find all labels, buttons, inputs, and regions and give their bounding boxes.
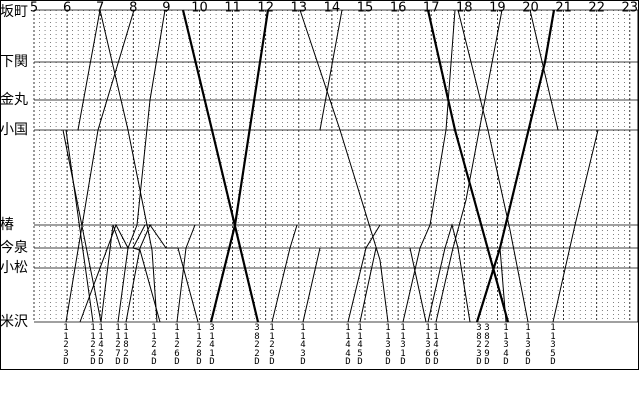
train-path (427, 223, 471, 323)
hour-label: 5 (30, 1, 38, 16)
hour-label: 13 (291, 1, 308, 16)
train-path (426, 9, 510, 323)
train-path (319, 9, 343, 131)
hour-label: 20 (522, 1, 539, 16)
hour-label: 6 (63, 1, 71, 16)
train-number: 1135D (550, 323, 556, 368)
train-path (99, 9, 158, 323)
hour-label: 8 (129, 1, 137, 16)
train-number: 3141D (209, 323, 215, 368)
train-number: 1127D (115, 323, 121, 368)
train-number: 1134D (503, 323, 509, 368)
train-path (100, 224, 152, 323)
train-number: 1182D (123, 323, 129, 368)
hour-label: 14 (324, 1, 341, 16)
hour-label: 22 (588, 1, 605, 16)
train-number: 3823D (476, 323, 482, 368)
train-number: 1143D (300, 323, 306, 368)
train-path (117, 247, 161, 323)
train-number: 1131D (400, 323, 406, 368)
train-number: 1124D (151, 323, 157, 368)
frame (0, 0, 639, 370)
hour-label: 16 (390, 1, 407, 16)
hour-label: 19 (489, 1, 506, 16)
hour-label: 11 (224, 1, 241, 16)
train-number: 1136D (525, 323, 531, 368)
train-path (457, 9, 529, 323)
train-path (299, 9, 389, 323)
hour-label: 23 (622, 1, 639, 16)
train-number: 1136D (425, 323, 431, 368)
train-path (359, 247, 377, 323)
hour-label: 10 (191, 1, 208, 16)
train-path (65, 9, 135, 323)
train-path (209, 9, 270, 323)
train-number: 1123D (63, 323, 69, 368)
train-number: 3822D (254, 323, 260, 368)
train-path (435, 9, 503, 323)
station-label: 椿 (0, 217, 14, 233)
train-path (475, 9, 556, 323)
station-label: 坂町 (0, 4, 28, 20)
train-path (79, 9, 166, 323)
train-number: 1130D (385, 323, 391, 368)
train-number: 1129D (269, 323, 275, 368)
train-path (176, 224, 196, 323)
train-number: 1144D (345, 323, 351, 368)
hour-label: 15 (357, 1, 374, 16)
hour-label: 18 (456, 1, 473, 16)
train-path (302, 247, 321, 323)
station-label: 金丸 (0, 92, 28, 108)
train-path (271, 224, 298, 323)
train-number: 1145D (357, 323, 363, 368)
train-path (347, 224, 381, 323)
train-number: 1146D (433, 323, 439, 368)
train-path (552, 129, 599, 323)
station-label: 小松 (0, 260, 28, 276)
hour-label: 21 (555, 1, 572, 16)
hour-label: 7 (96, 1, 104, 16)
train-path (181, 9, 260, 323)
train-number: 3829D (484, 323, 490, 368)
train-path (409, 247, 427, 323)
train-path (125, 223, 199, 323)
train-number: 1128D (196, 323, 202, 368)
station-label: 米沢 (0, 314, 28, 330)
train-path (65, 129, 94, 323)
station-label: 小国 (0, 122, 28, 138)
train-path (77, 9, 101, 131)
train-number: 1125D (90, 323, 96, 368)
hour-label: 12 (257, 1, 274, 16)
station-label: 今泉 (0, 239, 28, 256)
train-path (402, 9, 456, 323)
station-label: 下関 (0, 54, 28, 70)
hour-label: 17 (423, 1, 440, 16)
train-number: 1142D (98, 323, 104, 368)
train-number: 1126D (174, 323, 180, 368)
hour-label: 9 (162, 1, 170, 16)
